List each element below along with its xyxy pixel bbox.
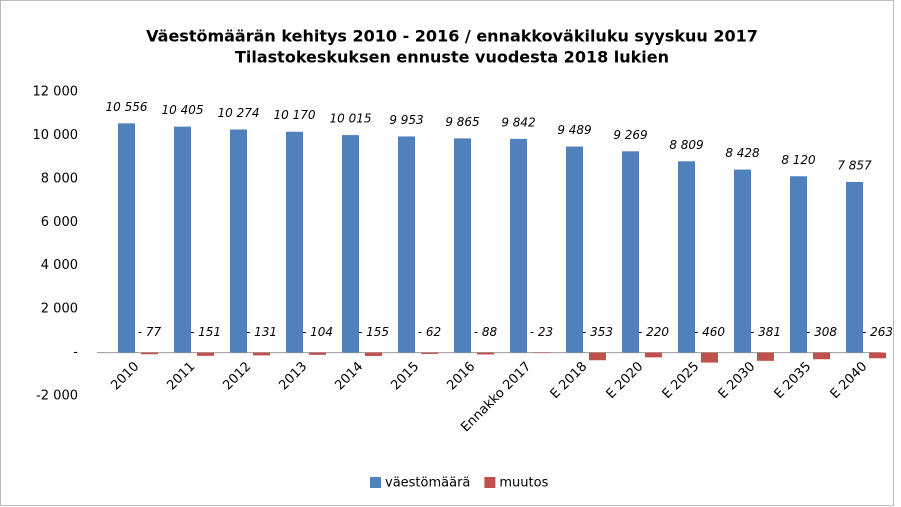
bar	[309, 352, 326, 355]
legend-swatch	[484, 477, 496, 488]
value-label: - 131	[246, 325, 277, 339]
y-tick-label: 2 000	[41, 302, 78, 317]
bar	[645, 352, 662, 358]
bar	[734, 169, 751, 353]
value-label: - 23	[530, 325, 553, 339]
bar	[869, 352, 886, 359]
bar	[253, 352, 270, 356]
bar	[286, 131, 303, 353]
value-label: - 220	[638, 325, 669, 339]
value-label: - 104	[302, 325, 333, 339]
value-label: - 308	[806, 325, 837, 339]
bar	[141, 352, 158, 355]
value-label: - 77	[138, 325, 162, 339]
value-label: - 381	[750, 325, 781, 339]
value-label: 9 953	[389, 113, 423, 127]
bar	[421, 352, 438, 354]
y-tick-label: 4 000	[41, 258, 78, 273]
bar	[174, 126, 191, 353]
bar	[342, 135, 359, 353]
value-label: - 353	[582, 325, 613, 339]
bar	[398, 136, 415, 353]
value-label: 7 857	[837, 158, 872, 172]
bar	[678, 161, 695, 353]
value-label: 10 170	[274, 108, 316, 122]
bar	[589, 352, 606, 361]
bar	[197, 352, 214, 356]
bar	[566, 146, 583, 353]
chart-title: Väestömäärän kehitys 2010 - 2016 / ennak…	[146, 27, 758, 46]
bar	[757, 352, 774, 361]
value-label: 9 269	[613, 128, 647, 142]
value-label: 9 865	[445, 115, 479, 129]
value-label: - 263	[862, 325, 893, 339]
bar	[118, 123, 135, 353]
bar	[510, 138, 527, 353]
bar	[454, 138, 471, 353]
value-label: 10 015	[330, 112, 372, 126]
y-tick-label: 10 000	[33, 128, 79, 143]
y-tick-label: -	[73, 345, 78, 360]
bar	[622, 151, 639, 353]
y-tick-label: 12 000	[33, 85, 79, 100]
bar	[813, 352, 830, 360]
legend-label: muutos	[499, 476, 548, 491]
value-label: - 151	[190, 325, 221, 339]
value-label: - 155	[358, 325, 389, 339]
bar	[365, 352, 382, 356]
value-label: - 88	[474, 325, 498, 339]
bar	[790, 176, 807, 353]
y-tick-label: 6 000	[41, 215, 78, 230]
y-tick-label: -2 000	[36, 389, 78, 404]
value-label: - 460	[694, 325, 725, 339]
value-label: 10 556	[106, 100, 148, 114]
chart-subtitle: Tilastokeskuksen ennuste vuodesta 2018 l…	[235, 48, 669, 67]
legend-label: väestömäärä	[385, 476, 470, 491]
value-label: 10 274	[218, 106, 260, 120]
y-tick-label: 8 000	[41, 171, 78, 186]
bar	[701, 352, 718, 363]
bar	[230, 129, 247, 353]
value-label: 9 842	[501, 115, 535, 129]
value-label: - 62	[418, 325, 441, 339]
legend-swatch	[370, 477, 381, 488]
value-label: 9 489	[557, 123, 591, 137]
value-label: 10 405	[162, 103, 204, 117]
value-label: 8 120	[781, 153, 816, 167]
bar	[846, 181, 863, 353]
value-label: 8 428	[725, 146, 760, 160]
bar	[477, 352, 494, 355]
value-label: 8 809	[669, 138, 703, 152]
